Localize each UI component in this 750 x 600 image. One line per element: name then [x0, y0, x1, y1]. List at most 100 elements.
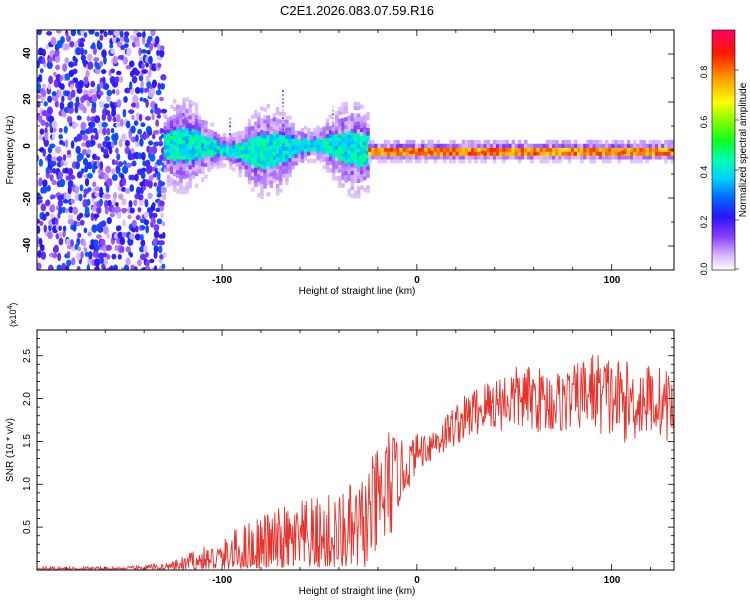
spectrogram-cell	[263, 153, 267, 158]
spectrogram-cell	[552, 147, 556, 152]
spectrogram-cell	[611, 143, 615, 148]
spectrogram-cell	[374, 143, 378, 148]
spectrogram-cell	[642, 151, 646, 156]
spectrogram-cell	[235, 158, 239, 163]
spectrogram-cell	[176, 150, 180, 155]
spectrogram-cell	[225, 137, 230, 142]
spectrogram-cell	[244, 130, 249, 135]
spectrogram-cell	[156, 107, 162, 115]
spectrogram-cell	[278, 176, 283, 182]
spectrogram-cell	[241, 134, 246, 139]
spectrogram-cell	[185, 108, 189, 114]
spectrogram-cell	[377, 155, 382, 160]
colorbar-tick-0-4: 0.4	[699, 166, 709, 179]
spectrogram-cell	[257, 135, 261, 140]
spectrogram-cell	[53, 71, 57, 77]
spectrogram-cell	[191, 159, 196, 164]
spectrogram-cell	[263, 165, 267, 170]
spectrogram-cell	[222, 132, 227, 137]
spectrogram-cell	[238, 165, 242, 170]
bot-ytick-label-2-0: 2.0	[22, 392, 33, 406]
spectrogram-cell	[517, 151, 522, 156]
spectrogram-cell	[106, 178, 113, 187]
spectrogram-cell	[396, 147, 400, 152]
spectrogram-cell	[57, 252, 62, 262]
spectrogram-cell	[664, 151, 668, 156]
top-xtick-label-0: 0	[414, 275, 420, 286]
spectrogram-cell	[633, 147, 637, 152]
spectrogram-cell	[191, 147, 196, 152]
spectrogram-cell	[452, 155, 456, 160]
spectrogram-cell	[542, 147, 547, 152]
spectrogram-cell	[47, 83, 51, 90]
spectrogram-cell	[172, 137, 177, 142]
spectrogram-cell	[106, 127, 111, 136]
spectrogram-cell	[430, 143, 435, 148]
spectrogram-cell	[427, 139, 431, 145]
spectrogram-cell	[94, 186, 100, 192]
spectrogram-cell	[356, 124, 361, 130]
spectrogram-cell	[194, 106, 199, 112]
spectrogram-cell	[176, 189, 180, 194]
spectrogram-cell	[80, 121, 87, 131]
spectrogram-cell	[548, 155, 553, 160]
spectrogram-cell	[143, 211, 149, 219]
spectrogram-cell	[99, 60, 104, 67]
spectrogram-cell	[499, 139, 503, 145]
spectrogram-cell	[335, 145, 339, 150]
spectrogram-cell	[257, 154, 261, 159]
spectrogram-cell	[508, 155, 512, 160]
spectrogram-cell	[341, 110, 345, 115]
spectrogram-cell	[241, 165, 246, 170]
spectrogram-cell	[335, 130, 339, 135]
spectrogram-cell	[269, 168, 274, 173]
spectrogram-cell	[275, 122, 280, 127]
spectrogram-cell	[157, 82, 162, 91]
spectrogram-cell	[421, 155, 425, 160]
spectrogram-cell	[639, 147, 643, 152]
spectrogram-cell	[158, 140, 164, 147]
spectrogram-cell	[155, 207, 161, 213]
spectrogram-cell	[433, 159, 438, 164]
spectrogram-cell	[474, 159, 478, 164]
spectrogram-cell	[172, 187, 177, 192]
spectrogram-cell	[636, 143, 640, 148]
spectrogram-cell	[338, 106, 342, 112]
spectrogram-cell	[159, 253, 164, 260]
top-ytick-label-neg40: -40	[22, 237, 33, 252]
spectrogram-cell	[282, 120, 285, 123]
spectrogram-cell	[595, 151, 600, 156]
snr-multiplier-base: (x10	[8, 309, 18, 327]
spectrogram-cell	[147, 69, 152, 78]
spectrogram-cell	[238, 130, 242, 136]
spectrogram-cell	[112, 116, 118, 123]
spectrogram-cell	[169, 120, 174, 125]
spectrogram-cell	[291, 161, 295, 166]
spectrogram-cell	[418, 147, 422, 152]
spectrogram-cell	[288, 153, 292, 159]
spectrogram-cell	[383, 139, 388, 145]
spectrogram-cell	[266, 169, 270, 174]
spectrogram-cell	[605, 143, 609, 148]
spectrogram-cell	[452, 151, 456, 156]
spectrogram-cell	[148, 179, 153, 189]
spectrogram-cell	[229, 144, 232, 147]
spectrogram-cell	[254, 132, 258, 138]
spectrogram-cell	[232, 148, 236, 153]
spectrogram-cell	[81, 57, 86, 65]
spectrogram-cell	[47, 115, 55, 123]
spectrogram-cell	[191, 143, 196, 149]
spectrogram-cell	[601, 159, 606, 164]
spectrogram-cell	[414, 151, 419, 156]
spectrogram-cell	[216, 160, 221, 166]
spectrogram-cell	[109, 265, 114, 270]
spectrogram-cell	[411, 143, 416, 148]
spectrogram-cell	[499, 151, 503, 156]
spectrogram-cell	[210, 149, 214, 154]
spectrogram-cell	[418, 143, 422, 148]
spectrogram-cell	[141, 167, 147, 173]
spectrogram-cell	[486, 147, 491, 152]
spectrogram-cell	[254, 109, 258, 115]
spectrogram-cell	[548, 151, 553, 156]
spectrogram-cell	[194, 114, 199, 119]
